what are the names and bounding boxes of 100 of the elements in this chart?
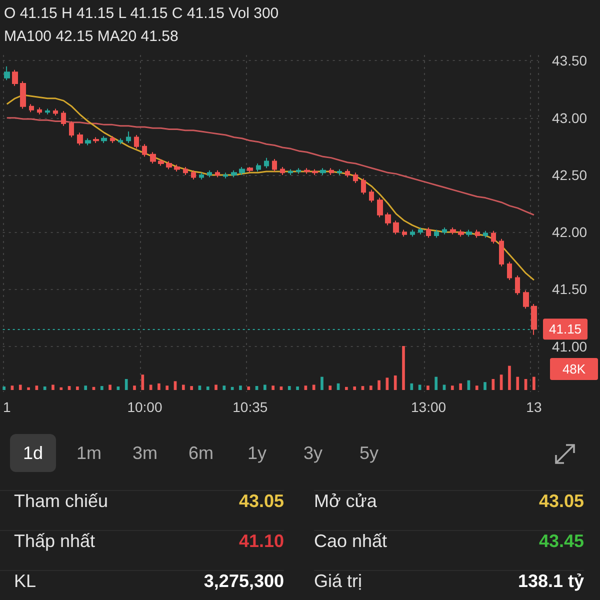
candlestick (296, 168, 301, 174)
bar (76, 386, 79, 390)
text: Tham chiếu (14, 491, 108, 512)
candlestick (207, 170, 212, 178)
candlestick (101, 136, 107, 144)
candlestick (150, 152, 156, 164)
text: Mở cửa (314, 491, 377, 512)
bar (247, 386, 250, 390)
candlestick (402, 229, 407, 238)
bar (35, 386, 38, 390)
text: 1m (75, 442, 102, 465)
bar (508, 366, 511, 390)
bar (369, 386, 372, 390)
candlestick (231, 170, 237, 178)
bar (288, 386, 291, 390)
bar (475, 386, 478, 390)
text: 5y (358, 442, 380, 465)
candlestick (53, 108, 58, 116)
y-tick-label: 43.50 (552, 52, 588, 69)
candlestick (385, 212, 391, 226)
bar (2, 386, 6, 390)
candlestick (442, 227, 447, 235)
text: 43.45 (538, 531, 584, 552)
candlestick (191, 170, 196, 180)
candlestick (475, 229, 480, 238)
text: O 41.15 H 41.15 L 41.15 C 41.15 Vol 300 (4, 5, 279, 22)
text: 1d (10, 434, 56, 472)
bar (516, 376, 520, 390)
candlestick (523, 290, 529, 310)
y-tick-label: 41.50 (552, 281, 588, 298)
text: MA100 42.15 MA20 41.58 (4, 28, 178, 45)
text: Thấp nhất (14, 531, 96, 552)
bar (320, 376, 324, 390)
candlestick (118, 138, 123, 145)
candlestick (458, 229, 464, 238)
bar (484, 382, 486, 390)
candlestick (426, 227, 431, 238)
text: 3,275,300 (204, 571, 284, 592)
candlestick (29, 104, 34, 113)
candlestick (377, 197, 383, 218)
candlestick (483, 230, 488, 238)
bar (378, 380, 380, 390)
candlestick (531, 304, 537, 336)
candlestick (247, 166, 253, 174)
bar (84, 386, 88, 390)
candlestick (256, 163, 261, 172)
bar (418, 384, 422, 390)
bar (296, 386, 299, 390)
candlestick (85, 138, 91, 146)
candlestick (337, 168, 342, 176)
candlestick (312, 168, 318, 176)
candlestick (134, 134, 139, 150)
x-tick-label: 13 (526, 399, 542, 415)
candlestick (288, 168, 293, 176)
x-tick-label: 1 (2, 399, 11, 415)
y-tick-label: 41.00 (552, 338, 588, 354)
candlestick (110, 136, 115, 144)
bar (190, 386, 193, 390)
x-tick-label: 10:00 (127, 399, 162, 415)
candlestick (183, 166, 188, 176)
bar (402, 346, 405, 390)
candlestick (77, 132, 83, 146)
text: 1y (246, 442, 268, 465)
bar (264, 384, 266, 390)
candlestick (418, 227, 423, 235)
bar (434, 376, 438, 390)
candlestick (434, 229, 439, 238)
text: KL (14, 571, 36, 592)
candlestick (61, 110, 66, 126)
bar (442, 384, 446, 390)
bar (141, 374, 144, 390)
candlestick (239, 166, 245, 176)
y-tick-label: 43.00 (552, 110, 588, 126)
text: 48K (562, 362, 586, 376)
text: 43.05 (238, 491, 284, 512)
candlestick (126, 131, 131, 144)
bar (100, 386, 104, 390)
candlestick (20, 80, 26, 110)
candlestick (280, 166, 285, 176)
bar (108, 384, 112, 390)
bar (18, 384, 22, 390)
text: 138.1 tỷ (518, 571, 584, 592)
bar (182, 384, 185, 390)
text: 43.05 (538, 491, 584, 512)
bar (312, 384, 316, 390)
text: 41.10 (238, 531, 284, 552)
candlestick (450, 227, 456, 235)
bar (206, 386, 210, 390)
bar (222, 386, 226, 390)
bar (124, 379, 128, 390)
bar (166, 386, 169, 390)
candlestick (353, 172, 358, 184)
bar (149, 384, 152, 390)
bar (239, 386, 242, 390)
candlestick (37, 107, 42, 115)
bar (450, 386, 454, 390)
candlestick (174, 164, 180, 172)
bar (459, 383, 462, 390)
candlestick (142, 144, 147, 158)
candlestick (223, 172, 228, 179)
